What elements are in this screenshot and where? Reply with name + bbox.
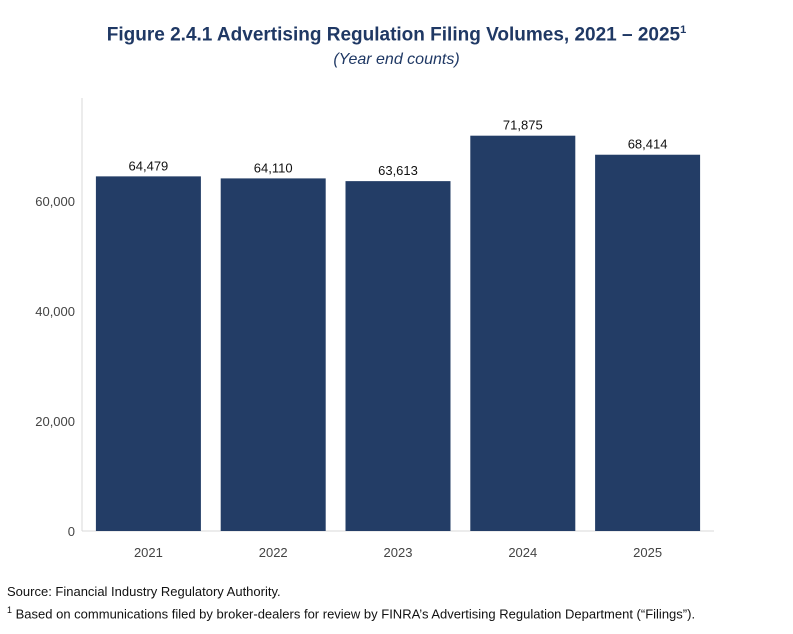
- data-label-2023: 63,613: [378, 163, 418, 178]
- x-tick-label-2021: 2021: [134, 545, 163, 560]
- x-tick-labels: 2021 2022 2023 2024 2025: [134, 545, 662, 560]
- y-tick-label: 40,000: [35, 304, 75, 319]
- data-label-2024: 71,875: [503, 118, 543, 133]
- data-label-2021: 64,479: [129, 158, 169, 173]
- x-tick-label-2024: 2024: [508, 545, 537, 560]
- bar-2021: [95, 176, 201, 532]
- y-tick-label: 60,000: [35, 194, 75, 209]
- bar-2022: [220, 178, 326, 531]
- x-tick-label-2022: 2022: [259, 545, 288, 560]
- footnote: 1 Based on communications filed by broke…: [7, 605, 696, 622]
- y-tick-labels: 0 20,000 40,000 60,000: [35, 194, 75, 539]
- bar-2024: [470, 135, 576, 531]
- data-label-2025: 68,414: [628, 137, 668, 152]
- y-tick-label: 20,000: [35, 414, 75, 429]
- source-note: Source: Financial Industry Regulatory Au…: [7, 584, 281, 599]
- bar-2025: [595, 154, 701, 531]
- bars: [95, 135, 701, 532]
- x-tick-label-2025: 2025: [633, 545, 662, 560]
- chart-title: Figure 2.4.1 Advertising Regulation Fili…: [106, 24, 687, 46]
- bar-2023: [345, 181, 451, 532]
- data-labels: 64,479 64,110 63,613 71,875 68,414: [129, 118, 668, 178]
- data-label-2022: 64,110: [254, 160, 293, 175]
- chart-subtitle: (Year end counts): [333, 51, 460, 68]
- y-tick-label: 0: [68, 524, 75, 539]
- x-tick-label-2023: 2023: [384, 545, 413, 560]
